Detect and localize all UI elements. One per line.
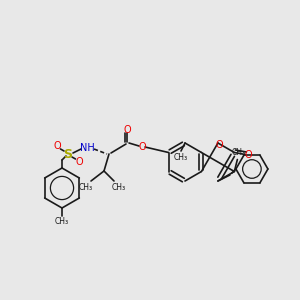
Text: O: O [215, 140, 223, 150]
Text: CH₃: CH₃ [79, 184, 93, 193]
Text: S: S [64, 148, 73, 160]
Text: CH₃: CH₃ [55, 217, 69, 226]
Text: CH₃: CH₃ [174, 154, 188, 163]
Text: NH: NH [80, 143, 94, 153]
Text: CH₃: CH₃ [112, 184, 126, 193]
Text: O: O [123, 125, 131, 135]
Text: CH₃: CH₃ [231, 148, 245, 157]
Text: O: O [138, 142, 146, 152]
Text: O: O [75, 157, 83, 167]
Text: O: O [244, 151, 252, 160]
Text: O: O [53, 141, 61, 151]
